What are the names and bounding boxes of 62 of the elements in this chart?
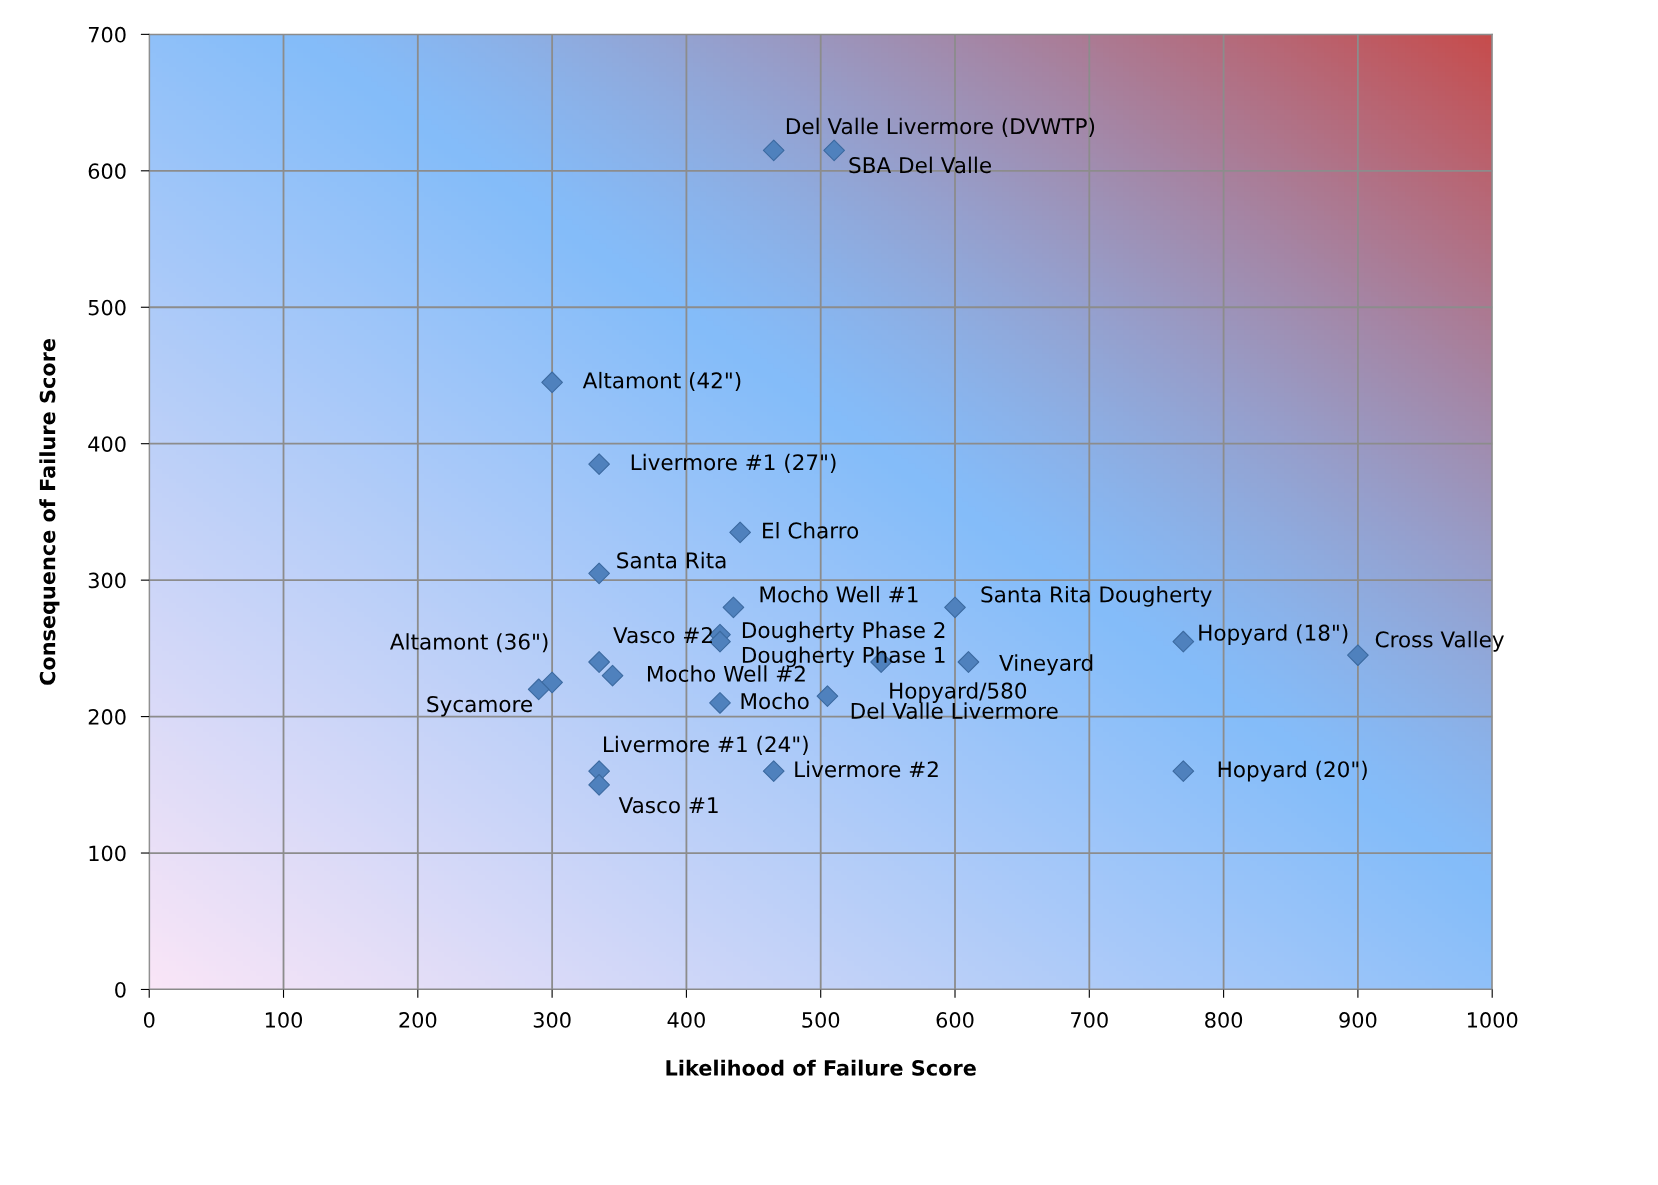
point: [541, 371, 563, 394]
point: [729, 521, 751, 544]
point: [1347, 644, 1369, 667]
point: [762, 760, 785, 783]
point: [588, 453, 610, 476]
annotation: Vasco #1: [618, 797, 718, 814]
y-tick-label: 500: [88, 299, 126, 316]
point: [1172, 630, 1195, 653]
annotation: Hopyard (18"): [1199, 624, 1348, 646]
point: [957, 651, 980, 673]
annotation: Livermore #1 (27"): [631, 453, 836, 473]
x-tick-label: 600: [936, 1012, 974, 1028]
y-axis-title: Consequence of Failure Score: [39, 338, 60, 685]
point: [601, 664, 624, 687]
y-tick-label: 300: [88, 572, 126, 589]
point: [762, 139, 785, 162]
point: [709, 692, 731, 714]
point: [722, 596, 745, 619]
x-tick-label: 1000: [1467, 1012, 1518, 1028]
annotation: Santa Rita: [617, 551, 726, 569]
y-tick-label: 200: [88, 709, 126, 725]
annotation: Del Valle Livermore: [851, 702, 1058, 720]
point: [588, 562, 610, 585]
annotation: Altamont (42"): [582, 371, 741, 392]
point: [944, 596, 966, 619]
y-tick-label: 400: [88, 436, 126, 452]
annotation: Livermore #1 (24"): [604, 735, 808, 755]
point: [541, 671, 563, 694]
annotation: Dougherty Phase 2: [742, 621, 945, 643]
point: [588, 651, 610, 673]
point: [823, 139, 845, 162]
annotation: Mocho: [741, 692, 809, 710]
x-tick-label: 300: [533, 1012, 571, 1028]
annotation: Sycamore: [427, 695, 532, 717]
annotation: SBA Del Valle: [849, 156, 991, 174]
x-tick-label: 400: [667, 1012, 705, 1028]
x-tick-label: 200: [399, 1012, 437, 1028]
annotation: Livermore #2: [795, 760, 938, 778]
x-tick-label: 0: [143, 1012, 155, 1028]
y-tick-label: 600: [88, 163, 126, 180]
annotation: Del Valle Livermore (DVWTP): [786, 117, 1095, 137]
annotation: Santa Rita Dougherty: [981, 585, 1212, 607]
x-tick-label: 700: [1071, 1012, 1108, 1028]
annotation: Vasco #2: [613, 626, 712, 644]
annotation: Hopyard/580: [890, 682, 1027, 703]
x-axis-title: Likelihood of Failure Score: [666, 1059, 976, 1076]
x-tick-label: 500: [802, 1012, 840, 1028]
y-tick-label: 0: [115, 981, 126, 998]
annotation: Mocho Well #1: [760, 585, 918, 603]
point: [816, 685, 839, 707]
annotation: Altamont (36"): [390, 633, 548, 653]
x-tick-label: 100: [265, 1012, 303, 1028]
annotation: Cross Valley: [1375, 630, 1504, 652]
annotation: El Charro: [763, 521, 859, 539]
y-tick-label: 100: [89, 845, 126, 862]
point: [588, 773, 610, 796]
point: [1172, 760, 1195, 783]
annotation: Hopyard (20"): [1218, 760, 1367, 782]
x-tick-label: 900: [1339, 1012, 1377, 1028]
y-tick-label: 700: [88, 26, 126, 43]
x-tick-label: 800: [1205, 1012, 1243, 1028]
annotation: Vineyard: [999, 654, 1093, 676]
